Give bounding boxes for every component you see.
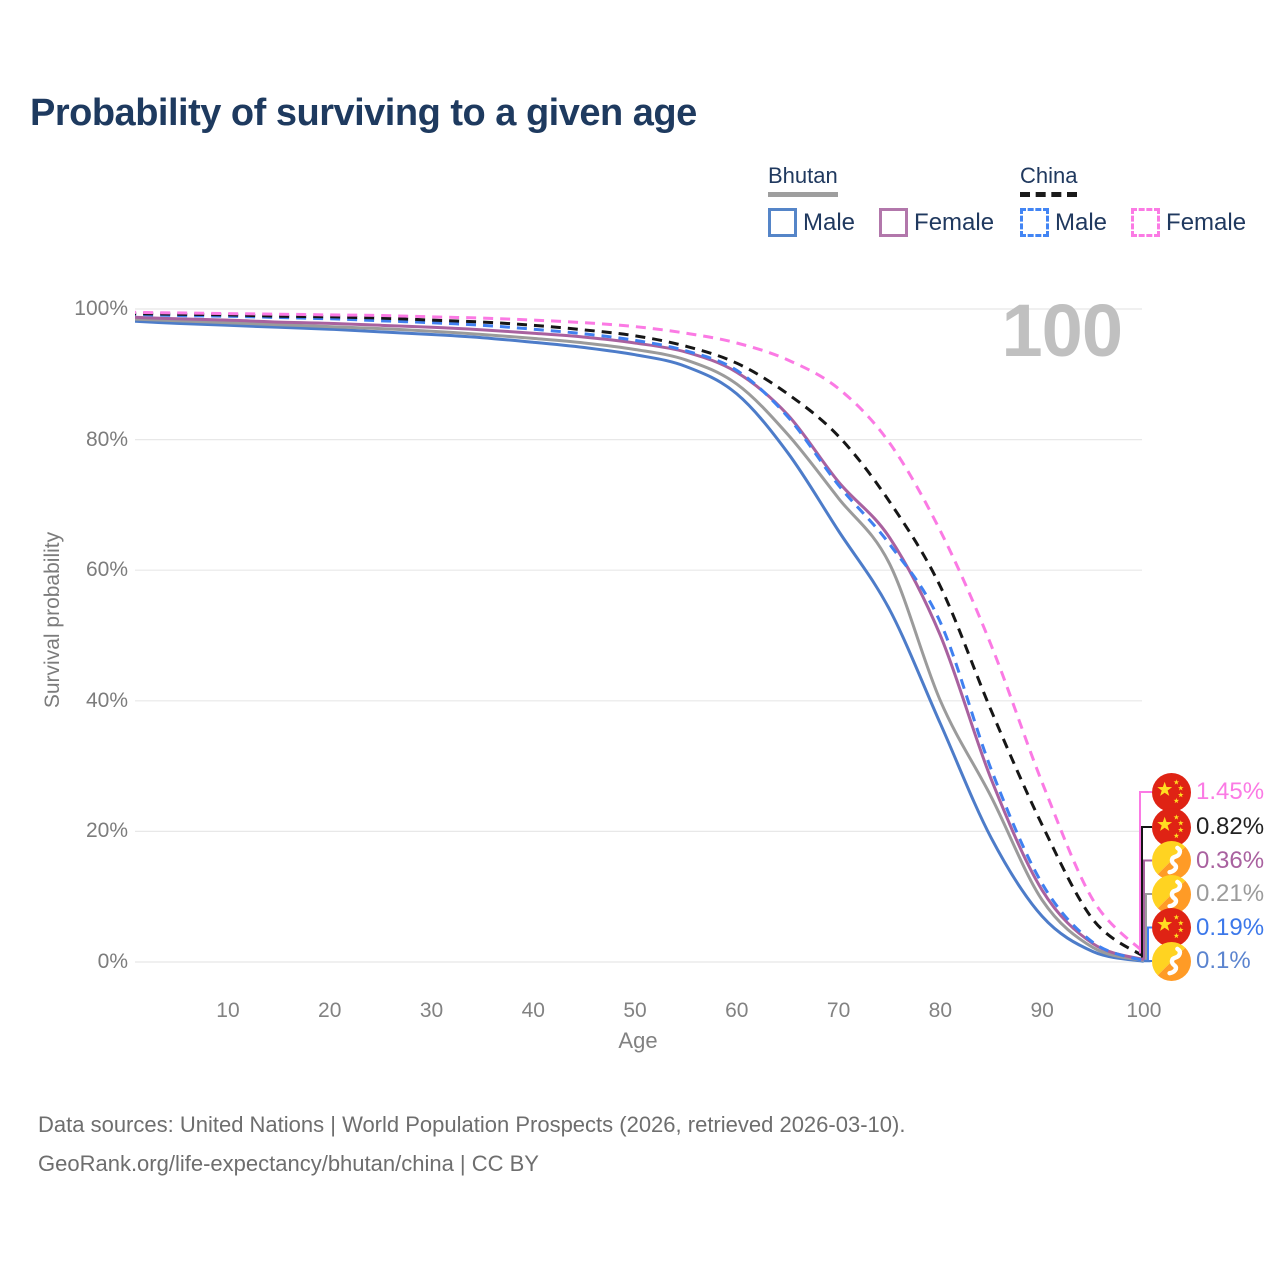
x-tick-label: 100: [1126, 999, 1162, 1022]
legend-swatch-china-male[interactable]: [1020, 208, 1049, 237]
china-flag-icon: [1152, 773, 1191, 812]
end-value: 0.36%: [1196, 846, 1265, 874]
legend-title-china[interactable]: China: [1020, 163, 1078, 197]
series-line-china_all[interactable]: [126, 312, 1145, 958]
x-tick-label: 10: [216, 999, 240, 1022]
legend-label-bhutan-female[interactable]: Female: [914, 208, 995, 236]
x-tick-label: 50: [623, 999, 647, 1022]
y-tick-label: 80%: [85, 427, 128, 451]
page-title: Probability of surviving to a given age: [30, 92, 697, 134]
x-tick-label: 70: [826, 999, 851, 1022]
series-line-bhutan_female[interactable]: [126, 315, 1145, 962]
end-label-china-male[interactable]: 0.19%: [1152, 908, 1264, 947]
legend-swatch-bhutan-female[interactable]: [879, 208, 909, 237]
end-label-bhutan-female[interactable]: 0.36%: [1152, 841, 1264, 880]
y-tick-label: 40%: [85, 688, 128, 712]
bhutan-flag-icon: [1152, 942, 1191, 981]
end-label-bhutan-all[interactable]: 0.21%: [1152, 875, 1264, 914]
legend-label-china-female[interactable]: Female: [1166, 208, 1247, 236]
legend-group-bhutan: Bhutan Male Female: [768, 163, 1012, 237]
end-label-connector: [1141, 826, 1152, 958]
end-label-china-female[interactable]: 1.45%: [1152, 773, 1264, 812]
x-tick-label: 90: [1030, 999, 1054, 1022]
data-source-footer: Data sources: United Nations | World Pop…: [38, 1106, 905, 1183]
legend-title-bhutan[interactable]: Bhutan: [768, 163, 838, 197]
y-tick-label: 20%: [85, 819, 128, 843]
y-tick-label: 0%: [97, 950, 128, 973]
end-value: 0.19%: [1196, 913, 1265, 941]
end-value: 0.1%: [1196, 947, 1251, 974]
x-tick-label: 20: [318, 999, 342, 1022]
legend-label-bhutan-male[interactable]: Male: [803, 208, 856, 236]
end-value: 0.21%: [1196, 880, 1265, 907]
x-tick-label: 60: [725, 999, 749, 1022]
end-value: 0.82%: [1196, 813, 1265, 840]
x-tick-label: 30: [419, 999, 444, 1022]
series-line-bhutan_all[interactable]: [126, 317, 1145, 963]
legend-label-china-male[interactable]: Male: [1055, 208, 1108, 236]
end-value: 1.45%: [1196, 778, 1265, 805]
series-line-bhutan_male[interactable]: [126, 319, 1145, 963]
series-line-china_male[interactable]: [126, 312, 1145, 963]
footer-line-2[interactable]: GeoRank.org/life-expectancy/bhutan/china…: [38, 1150, 539, 1176]
legend-swatch-china-female[interactable]: [1131, 208, 1161, 237]
hovered-age-watermark: 100: [1001, 289, 1123, 372]
legend-group-china: China Male Female: [1020, 163, 1264, 237]
series-line-china_female[interactable]: [126, 310, 1145, 954]
x-tick-label: 40: [521, 999, 545, 1022]
y-tick-label: 60%: [85, 558, 128, 582]
x-tick-label: 80: [928, 999, 953, 1022]
x-axis-title: Age: [618, 1028, 658, 1053]
y-tick-label: 100%: [74, 297, 128, 320]
legend-swatch-bhutan-male[interactable]: [768, 208, 797, 237]
end-label-bhutan-male[interactable]: 0.1%: [1152, 942, 1251, 981]
end-label-china-all[interactable]: 0.82%: [1152, 808, 1264, 847]
footer-line-1: Data sources: United Nations | World Pop…: [38, 1112, 906, 1137]
